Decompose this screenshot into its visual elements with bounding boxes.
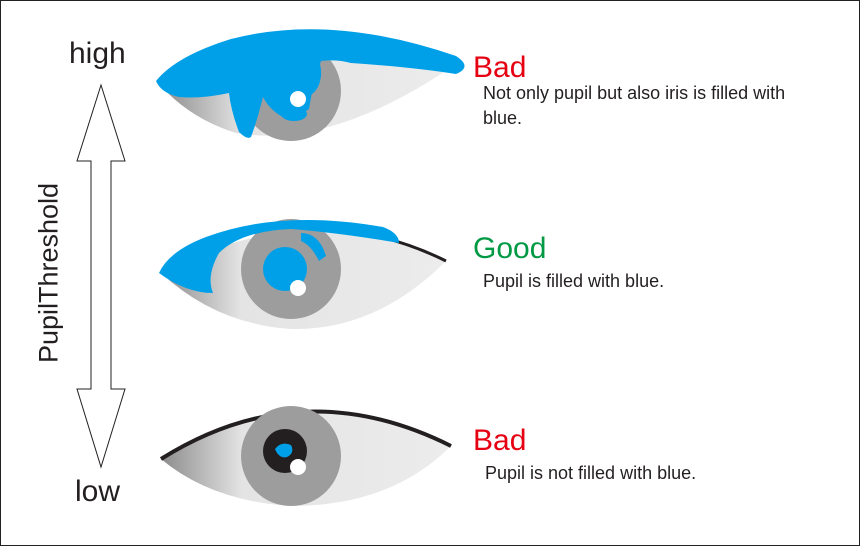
eye-1-status: Bad <box>473 51 527 84</box>
axis-high-label: high <box>69 37 126 70</box>
blue-iris-fill <box>241 45 322 105</box>
axis-title: PupilThreshold <box>33 182 64 364</box>
eye-high-threshold <box>156 29 465 141</box>
blue-iris-edge <box>301 233 326 261</box>
eye-low-threshold <box>159 406 452 506</box>
eye-1-description: Not only pupil but also iris is filled w… <box>483 83 786 128</box>
highlight <box>290 280 306 296</box>
eye-3-status: Bad <box>473 424 527 457</box>
highlight <box>290 91 306 107</box>
eye-3-description: Pupil is not filled with blue. <box>485 463 697 483</box>
eye-2-description: Pupil is filled with blue. <box>483 271 665 291</box>
eye-2-status: Good <box>473 232 547 265</box>
blue-pupil-fill <box>263 247 307 291</box>
threshold-arrow <box>76 83 126 469</box>
axis-low-label: low <box>75 475 121 508</box>
blue-pupil-fragment <box>275 443 293 458</box>
blue-iris-patch <box>281 107 307 121</box>
blue-fill-eyelid <box>159 219 399 293</box>
highlight <box>290 459 306 475</box>
eye-good-threshold <box>159 219 447 330</box>
